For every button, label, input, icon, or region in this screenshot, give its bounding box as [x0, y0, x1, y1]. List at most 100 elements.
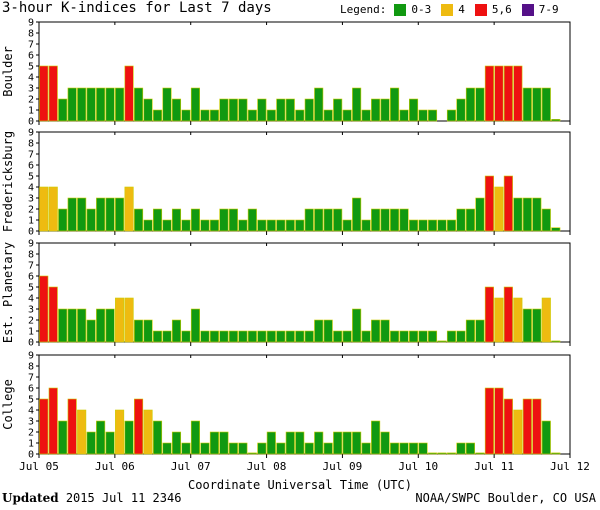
k-index-bar: [247, 330, 257, 343]
k-index-bar: [314, 208, 324, 232]
station-label: College: [1, 379, 15, 430]
k-index-bar: [257, 219, 267, 232]
k-index-bar: [371, 319, 381, 343]
k-index-bar: [522, 308, 532, 343]
k-index-bar: [209, 431, 219, 455]
k-index-bar: [200, 442, 210, 455]
source-credit: NOAA/SWPC Boulder, CO USA: [415, 491, 596, 505]
k-index-bar: [247, 208, 257, 232]
k-index-bar: [162, 442, 172, 455]
k-index-bar: [323, 208, 333, 232]
k-index-bar: [494, 65, 504, 122]
k-index-bar: [58, 308, 68, 343]
y-tick-label: 5: [28, 395, 34, 406]
legend-item-4: 4: [441, 3, 465, 16]
k-index-bar: [228, 330, 238, 343]
panel-frame: [38, 131, 571, 232]
k-index-bar: [39, 186, 49, 232]
k-index-bar: [39, 275, 49, 343]
k-index-bar: [200, 330, 210, 343]
k-index-bar: [465, 442, 475, 455]
k-index-bar: [541, 87, 551, 122]
k-index-bar: [276, 98, 286, 122]
k-index-bar: [266, 431, 276, 455]
k-index-bar: [427, 109, 438, 122]
k-index-bar: [162, 219, 172, 232]
k-index-bar: [446, 219, 457, 232]
y-tick-label: 4: [28, 73, 34, 84]
k-index-bar: [152, 208, 163, 232]
k-index-bar: [465, 208, 475, 232]
k-index-bar: [333, 208, 343, 232]
k-index-bar: [295, 330, 305, 343]
k-index-bar: [219, 431, 229, 455]
legend-label: Legend:: [340, 3, 387, 16]
k-index-bar: [257, 442, 267, 455]
k-index-bar: [352, 308, 362, 343]
k-index-bar: [399, 442, 409, 455]
k-index-bar: [171, 208, 182, 232]
k-index-bar: [276, 442, 286, 455]
k-index-bar: [96, 420, 106, 455]
legend: Legend: 0-3 4 5,6 7-9: [340, 3, 569, 16]
k-index-bar: [247, 109, 257, 122]
y-tick-label: 4: [28, 183, 34, 194]
k-index-bar: [418, 109, 428, 122]
x-tick-label: Jul 09: [323, 460, 363, 473]
y-tick-label: 1: [28, 439, 34, 450]
k-index-bar: [124, 420, 134, 455]
k-index-bar: [333, 431, 343, 455]
updated-value: 2015 Jul 11 2346: [65, 491, 182, 505]
k-index-bar: [541, 420, 551, 455]
x-tick-label: Jul 12: [550, 460, 590, 473]
k-index-bar: [409, 219, 419, 232]
k-index-bar: [513, 409, 523, 455]
k-index-bar: [427, 330, 438, 343]
chart-title: 3-hour K-indices for Last 7 days: [2, 0, 272, 16]
k-index-bar: [124, 297, 134, 343]
y-tick-label: 8: [28, 250, 34, 261]
k-index-bar: [342, 330, 352, 343]
k-index-bar: [418, 330, 428, 343]
legend-text: 4: [458, 3, 465, 16]
k-index-bar: [522, 197, 532, 232]
y-tick-label: 5: [28, 172, 34, 183]
y-tick-label: 9: [28, 239, 34, 250]
k-index-bar: [304, 330, 314, 343]
k-index-bar: [134, 398, 144, 455]
y-tick-label: 3: [28, 194, 34, 205]
y-tick-label: 0: [28, 117, 34, 128]
k-index-bar: [238, 442, 248, 455]
k-index-bar: [390, 87, 400, 122]
k-index-bar: [181, 442, 191, 455]
k-index-bar: [295, 219, 305, 232]
x-tick-label: Jul 05: [19, 460, 59, 473]
k-index-bar: [399, 208, 409, 232]
k-index-bar: [352, 431, 362, 455]
k-index-bar: [143, 98, 153, 122]
k-index-bar: [503, 286, 513, 343]
k-index-bar: [238, 330, 248, 343]
k-index-bar: [115, 87, 125, 122]
k-index-bar: [522, 398, 532, 455]
k-index-bar: [266, 330, 276, 343]
k-index-bar: [494, 297, 504, 343]
k-index-bar: [304, 98, 314, 122]
k-index-bar: [399, 330, 409, 343]
k-index-bar: [532, 197, 542, 232]
y-tick-label: 3: [28, 305, 34, 316]
k-index-bar: [143, 319, 153, 343]
k-index-bar: [475, 197, 485, 232]
k-index-bar: [304, 442, 314, 455]
k-index-bar: [456, 330, 466, 343]
k-index-bar: [456, 208, 466, 232]
legend-text: 5,6: [491, 3, 512, 16]
legend-text: 0-3: [411, 3, 432, 16]
x-tick-label: Jul 07: [171, 460, 211, 473]
k-index-bar: [86, 208, 96, 232]
k-index-bar: [171, 98, 182, 122]
legend-text: 7-9: [538, 3, 559, 16]
